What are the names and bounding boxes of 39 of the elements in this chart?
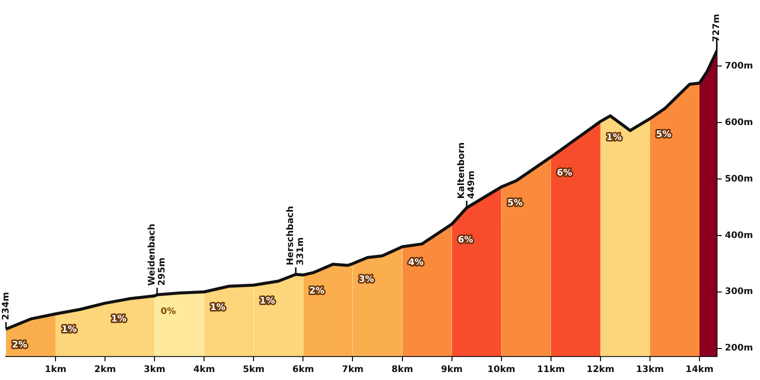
annotation: 3% (358, 275, 374, 286)
y-tick-label: 200m (724, 344, 754, 354)
x-tick-label: 9km (441, 364, 463, 375)
annotation: 5% (507, 198, 523, 208)
annotation: 234m (1, 292, 12, 320)
annotation: Weidenbach 295m (147, 224, 168, 286)
y-tick-label: 600m (724, 118, 754, 128)
annotation: 1% (606, 132, 622, 143)
x-tick-label: 2km (94, 364, 116, 375)
x-tick-label: 8km (391, 364, 414, 375)
y-tick-label: 300m (724, 287, 754, 298)
annotation: Kaltenborn 449m (457, 142, 478, 199)
annotation: 1% (260, 296, 275, 306)
annotation: 1% (210, 303, 226, 314)
y-tick-label: 700m (724, 62, 754, 72)
y-tick-label: 500m (724, 174, 754, 184)
x-tick-label: 13km (636, 364, 664, 375)
annotation: 2% (12, 340, 28, 350)
x-tick-label: 14km (686, 364, 714, 375)
x-tick-label: 12km (586, 364, 614, 375)
annotation: 6% (458, 236, 474, 246)
annotation: 727m (712, 14, 722, 42)
x-tick-label: 6km (292, 364, 314, 375)
annotation: 4% (408, 258, 424, 268)
annotation: 1% (111, 314, 126, 325)
x-tick-label: 11km (536, 364, 565, 375)
x-tick-label: 7km (342, 364, 364, 375)
x-tick-label: 5km (242, 364, 264, 375)
annotation: 2% (309, 286, 324, 296)
x-tick-label: 10km (487, 364, 516, 375)
x-tick-label: 3km (144, 364, 166, 375)
annotation: 6% (556, 168, 572, 178)
x-tick-label: 1km (44, 364, 66, 375)
annotation: Herschbach 331m (286, 206, 306, 266)
annotation: 0% (160, 307, 176, 318)
y-tick-label: 400m (724, 230, 754, 241)
annotation: 1% (62, 325, 77, 336)
x-tick-label: 4km (193, 364, 215, 375)
annotation: 5% (656, 130, 672, 140)
